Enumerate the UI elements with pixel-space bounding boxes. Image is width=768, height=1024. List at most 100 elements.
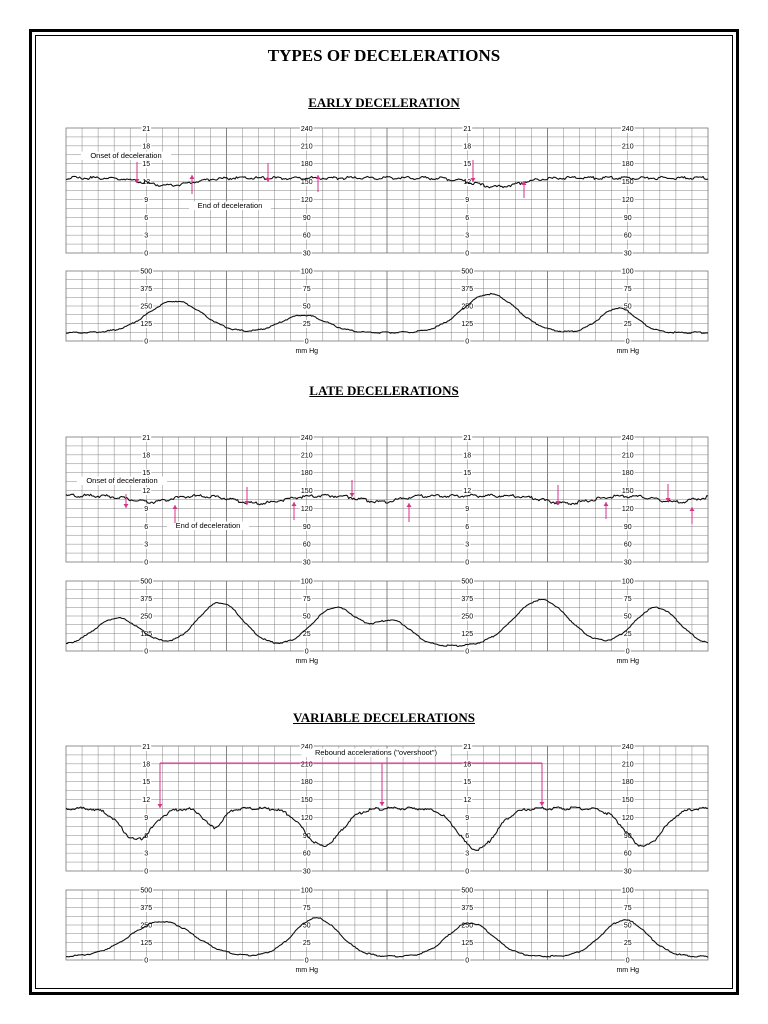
fhr-bpm-label: 150 [622,179,634,186]
label-mask [462,778,473,787]
uc-kpa-label: 500 [461,269,473,276]
label-mask [462,796,473,805]
label-mask [76,476,168,485]
uc-kpa-label: 250 [461,923,473,930]
label-mask [622,285,633,293]
uc-mmhg-label: 100 [622,269,634,276]
fhr-kpa-label: 12 [463,797,471,804]
uc-kpa-label: 500 [140,579,152,586]
label-mask [299,451,314,460]
fhr-bpm-label: 180 [622,779,634,786]
label-mask [301,540,312,549]
fhr-kpa-label: 6 [465,524,469,531]
label-mask [299,160,314,169]
label-mask [301,231,312,240]
label-mask [299,577,314,586]
label-mask [622,867,633,876]
label-mask [622,302,633,311]
fhr-kpa-label: 21 [142,126,150,133]
fhr-kpa-label: 12 [142,179,150,186]
fhr-bpm-label: 180 [301,470,313,477]
uc-kpa-label: 0 [144,339,148,346]
uc-unit-label: mm Hg [616,658,639,665]
fhr-kpa-label: 9 [465,197,469,204]
label-mask [460,921,475,930]
label-mask [299,796,314,805]
label-mask [301,921,312,930]
label-mask [141,760,152,769]
uc-mmhg-label: 100 [301,888,313,895]
uc-mmhg-label: 0 [626,649,630,656]
fhr-kpa-label: 3 [465,233,469,240]
label-mask [301,558,312,567]
label-mask [299,487,314,496]
fhr-kpa-label: 15 [463,470,471,477]
label-mask [139,595,154,603]
label-mask [620,142,635,151]
fhr-kpa-label: 21 [142,435,150,442]
fhr-kpa-label: 18 [142,452,150,459]
fhr-kpa-label: 3 [144,542,148,549]
fhr-bpm-label: 180 [622,470,634,477]
label-mask [139,577,154,586]
fhr-bpm-label: 210 [301,143,313,150]
fhr-kpa-label: 12 [463,488,471,495]
uc-kpa-label: 125 [461,940,473,947]
uc-mmhg-label: 100 [301,579,313,586]
label-mask [301,630,312,638]
label-mask [464,831,471,840]
late-onset-arrow-5-head [665,498,671,502]
fhr-bpm-label: 60 [303,233,311,240]
label-mask [622,595,633,603]
label-mask [622,522,633,531]
fhr-bpm-label: 150 [622,797,634,804]
label-mask [620,195,635,204]
label-mask [464,647,471,656]
uc-kpa-label: 500 [140,269,152,276]
uc-mmhg-label: 50 [303,304,311,311]
uc-unit-label: mm Hg [295,348,318,355]
fhr-kpa-label: 9 [144,197,148,204]
fhr-bpm-label: 210 [622,452,634,459]
late-onset-arrow-3-head [349,493,355,497]
fhr-kpa-label: 15 [463,779,471,786]
label-mask [624,337,631,346]
fhr-kpa-label: 9 [465,506,469,513]
fhr-kpa-label: 21 [463,126,471,133]
label-mask [622,558,633,567]
early-onset-arrow-head [134,179,140,183]
label-mask [460,904,475,912]
label-mask [462,434,473,442]
label-mask [143,540,150,549]
label-mask [299,469,314,478]
uc-kpa-label: 500 [461,888,473,895]
label-mask [143,213,150,222]
fhr-bpm-label: 150 [622,488,634,495]
label-mask [143,867,150,876]
label-mask [622,540,633,549]
fhr-kpa-label: 9 [144,506,148,513]
label-mask [303,337,310,346]
label-mask [462,743,473,751]
uc-trace [66,292,709,334]
label-mask [301,748,451,757]
fhr-kpa-label: 3 [465,542,469,549]
label-mask [464,867,471,876]
label-mask [299,886,314,895]
fhr-bpm-label: 30 [303,560,311,567]
fhr-kpa-label: 15 [142,779,150,786]
label-mask [464,522,471,531]
label-mask [141,778,152,787]
fhr-bpm-label: 60 [303,851,311,858]
label-mask [143,249,150,258]
label-mask [460,886,475,895]
rebound-arrow-3-head [539,802,545,806]
uc-mmhg-label: 25 [624,321,632,328]
label-mask [299,434,314,442]
fhr-bpm-label: 30 [624,560,632,567]
uc-kpa-label: 250 [140,304,152,311]
label-mask [462,487,473,496]
fhr-bpm-label: 90 [624,524,632,531]
label-mask [620,451,635,460]
